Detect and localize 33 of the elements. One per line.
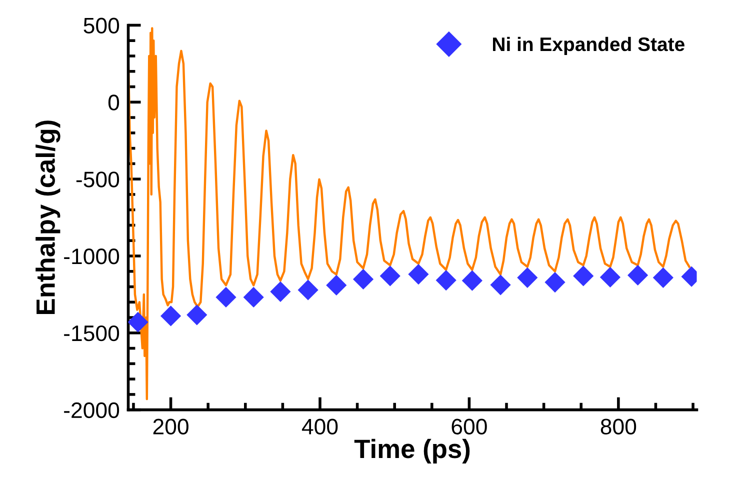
point: [270, 281, 291, 302]
x-axis-title: Time (ps): [354, 438, 470, 464]
point: [298, 280, 318, 300]
point: [517, 267, 538, 288]
x-tick-label: 400: [302, 418, 338, 434]
point: [436, 270, 456, 291]
point: [352, 268, 374, 290]
point: [243, 286, 264, 308]
point: [186, 304, 208, 326]
x-tick-label: 200: [153, 418, 188, 434]
y-tick-label: -500: [76, 172, 120, 188]
y-axis-title: Enthalpy (cal/g): [36, 120, 60, 314]
point: [652, 267, 674, 288]
point: [160, 306, 182, 326]
point: [573, 266, 594, 286]
point: [490, 274, 511, 296]
x-tick-label: 600: [452, 418, 487, 434]
y-tick-label: 500: [84, 18, 120, 34]
point: [216, 286, 236, 308]
legend-label: Ni in Expanded State: [492, 36, 684, 56]
point: [326, 274, 347, 296]
y-tick-label: -1000: [64, 248, 120, 264]
point: [408, 264, 429, 285]
point: [600, 266, 621, 288]
x-tick-label: 800: [600, 418, 636, 434]
y-tick-label: -2000: [64, 402, 120, 418]
point: [544, 272, 566, 293]
y-tick-label: -1500: [64, 325, 120, 342]
y-tick-label: 0: [108, 94, 120, 110]
point: [380, 266, 400, 286]
point: [128, 312, 148, 332]
point: [462, 270, 482, 291]
point: [628, 264, 648, 286]
